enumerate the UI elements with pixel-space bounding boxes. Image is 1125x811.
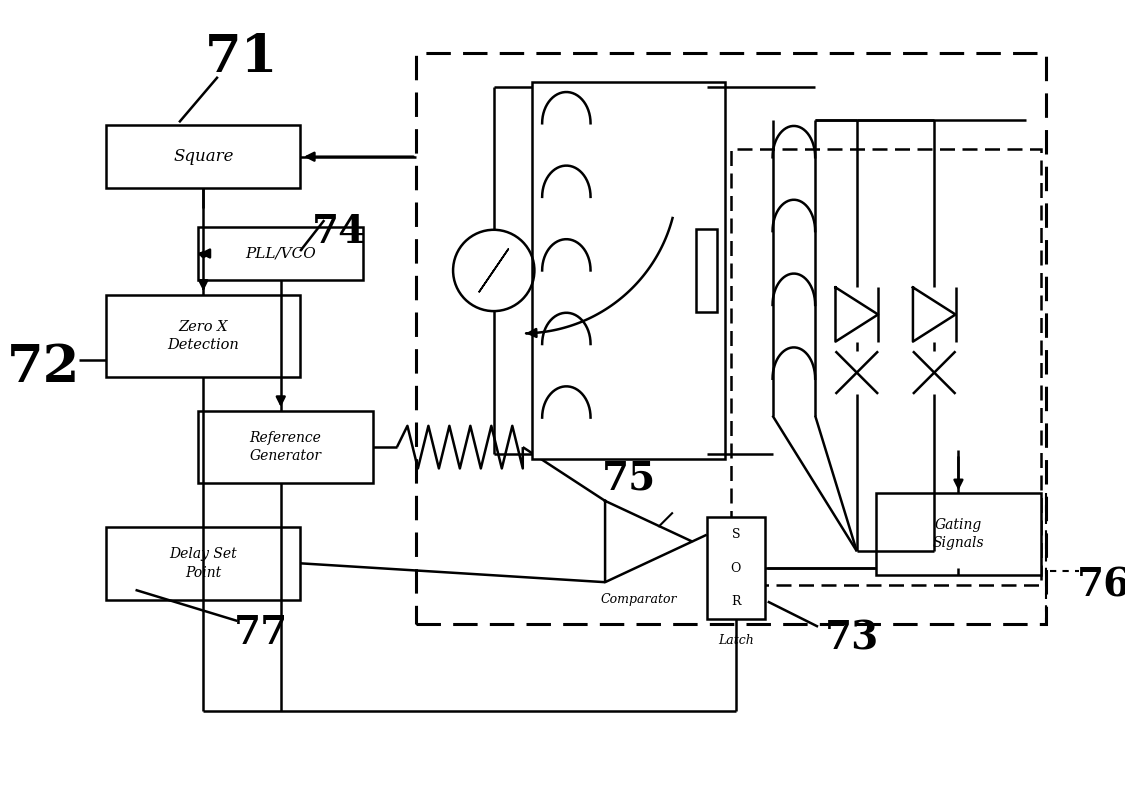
- Text: 74: 74: [312, 212, 366, 251]
- Text: 76: 76: [1077, 566, 1125, 604]
- FancyBboxPatch shape: [696, 230, 718, 311]
- Text: Reference
Generator: Reference Generator: [250, 431, 322, 463]
- FancyBboxPatch shape: [107, 527, 300, 599]
- Text: Square: Square: [173, 148, 234, 165]
- Text: 73: 73: [825, 620, 879, 658]
- Text: 75: 75: [602, 460, 656, 498]
- Text: S: S: [731, 528, 740, 541]
- Text: Gating
Signals: Gating Signals: [933, 518, 984, 551]
- Text: 77: 77: [234, 615, 288, 653]
- Text: Comparator: Comparator: [601, 593, 677, 606]
- Text: O: O: [730, 562, 741, 575]
- FancyBboxPatch shape: [107, 125, 300, 188]
- Text: Delay Set
Point: Delay Set Point: [170, 547, 237, 580]
- Text: 71: 71: [206, 32, 279, 83]
- Text: R: R: [731, 595, 740, 608]
- Text: Latch: Latch: [718, 633, 754, 646]
- FancyBboxPatch shape: [198, 411, 372, 483]
- FancyBboxPatch shape: [706, 517, 765, 619]
- Text: 72: 72: [7, 341, 80, 393]
- FancyBboxPatch shape: [107, 294, 300, 377]
- FancyBboxPatch shape: [532, 82, 726, 459]
- FancyBboxPatch shape: [876, 493, 1041, 576]
- FancyBboxPatch shape: [198, 227, 363, 280]
- Text: Zero X
Detection: Zero X Detection: [168, 320, 240, 352]
- Text: PLL/VCO: PLL/VCO: [245, 247, 316, 260]
